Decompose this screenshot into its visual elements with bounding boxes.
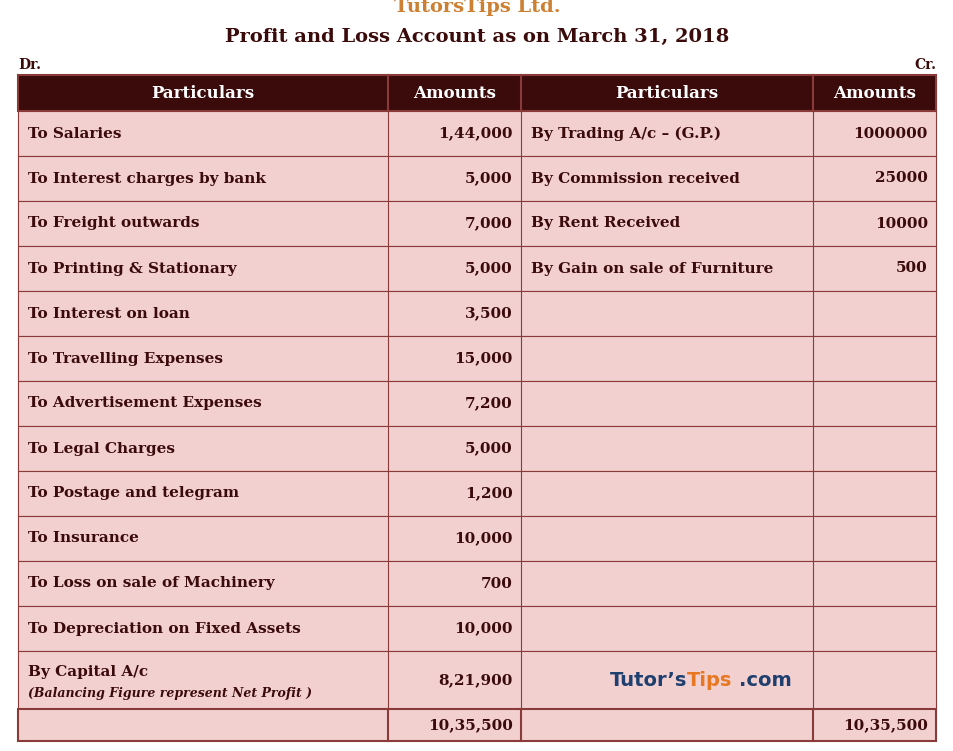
Text: To Insurance: To Insurance	[28, 532, 139, 545]
Text: To Postage and telegram: To Postage and telegram	[28, 487, 239, 500]
Text: Particulars: Particulars	[615, 85, 718, 101]
Text: 7,000: 7,000	[465, 216, 513, 231]
FancyBboxPatch shape	[18, 75, 935, 111]
Text: To Advertisement Expenses: To Advertisement Expenses	[28, 397, 261, 411]
Text: 3,500: 3,500	[465, 306, 513, 321]
Text: To Legal Charges: To Legal Charges	[28, 442, 174, 456]
FancyBboxPatch shape	[18, 291, 935, 336]
FancyBboxPatch shape	[18, 471, 935, 516]
Text: To Loss on sale of Machinery: To Loss on sale of Machinery	[28, 577, 274, 590]
Text: Particulars: Particulars	[152, 85, 254, 101]
Text: 8,21,900: 8,21,900	[438, 673, 513, 687]
Text: To Salaries: To Salaries	[28, 126, 121, 140]
Text: 10,35,500: 10,35,500	[428, 718, 513, 732]
Text: 25000: 25000	[874, 171, 927, 185]
Text: To Printing & Stationary: To Printing & Stationary	[28, 261, 236, 276]
Text: Tutor’s: Tutor’s	[609, 671, 686, 689]
Text: Dr.: Dr.	[18, 58, 41, 72]
Text: .com: .com	[739, 671, 791, 689]
Text: Amounts: Amounts	[413, 85, 496, 101]
Text: To Interest on loan: To Interest on loan	[28, 306, 190, 321]
Text: By Rent Received: By Rent Received	[531, 216, 679, 231]
Text: 5,000: 5,000	[465, 261, 513, 276]
Text: 10,35,500: 10,35,500	[842, 718, 927, 732]
FancyBboxPatch shape	[18, 336, 935, 381]
Text: To Travelling Expenses: To Travelling Expenses	[28, 351, 223, 366]
FancyBboxPatch shape	[18, 561, 935, 606]
Text: To Interest charges by bank: To Interest charges by bank	[28, 171, 266, 185]
Text: By Gain on sale of Furniture: By Gain on sale of Furniture	[531, 261, 773, 276]
Text: 15,000: 15,000	[455, 351, 513, 366]
FancyBboxPatch shape	[18, 156, 935, 201]
Text: 500: 500	[895, 261, 927, 276]
FancyBboxPatch shape	[18, 516, 935, 561]
FancyBboxPatch shape	[18, 381, 935, 426]
FancyBboxPatch shape	[18, 651, 935, 709]
Text: Cr.: Cr.	[913, 58, 935, 72]
FancyBboxPatch shape	[18, 111, 935, 156]
Text: 700: 700	[480, 577, 513, 590]
Text: 5,000: 5,000	[465, 171, 513, 185]
FancyBboxPatch shape	[18, 246, 935, 291]
FancyBboxPatch shape	[18, 606, 935, 651]
FancyBboxPatch shape	[18, 201, 935, 246]
FancyBboxPatch shape	[18, 709, 935, 741]
FancyBboxPatch shape	[18, 426, 935, 471]
Text: Profit and Loss Account as on March 31, 2018: Profit and Loss Account as on March 31, …	[225, 28, 728, 46]
Text: (Balancing Figure represent Net Profit ): (Balancing Figure represent Net Profit )	[28, 687, 312, 700]
Text: Amounts: Amounts	[832, 85, 915, 101]
Text: 10000: 10000	[874, 216, 927, 231]
Text: 10,000: 10,000	[454, 532, 513, 545]
Text: 5,000: 5,000	[465, 442, 513, 456]
Text: TutorsTips Ltd.: TutorsTips Ltd.	[394, 0, 559, 16]
Text: By Trading A/c – (G.P.): By Trading A/c – (G.P.)	[531, 126, 720, 140]
Text: 1,44,000: 1,44,000	[438, 126, 513, 140]
Text: To Depreciation on Fixed Assets: To Depreciation on Fixed Assets	[28, 622, 300, 635]
Text: 10,000: 10,000	[454, 622, 513, 635]
Text: By Capital A/c: By Capital A/c	[28, 665, 148, 680]
Text: To Freight outwards: To Freight outwards	[28, 216, 199, 231]
Text: By Commission received: By Commission received	[531, 171, 740, 185]
Text: 1,200: 1,200	[465, 487, 513, 500]
Text: Tips: Tips	[686, 671, 732, 689]
Text: 7,200: 7,200	[465, 397, 513, 411]
Text: 1000000: 1000000	[853, 126, 927, 140]
